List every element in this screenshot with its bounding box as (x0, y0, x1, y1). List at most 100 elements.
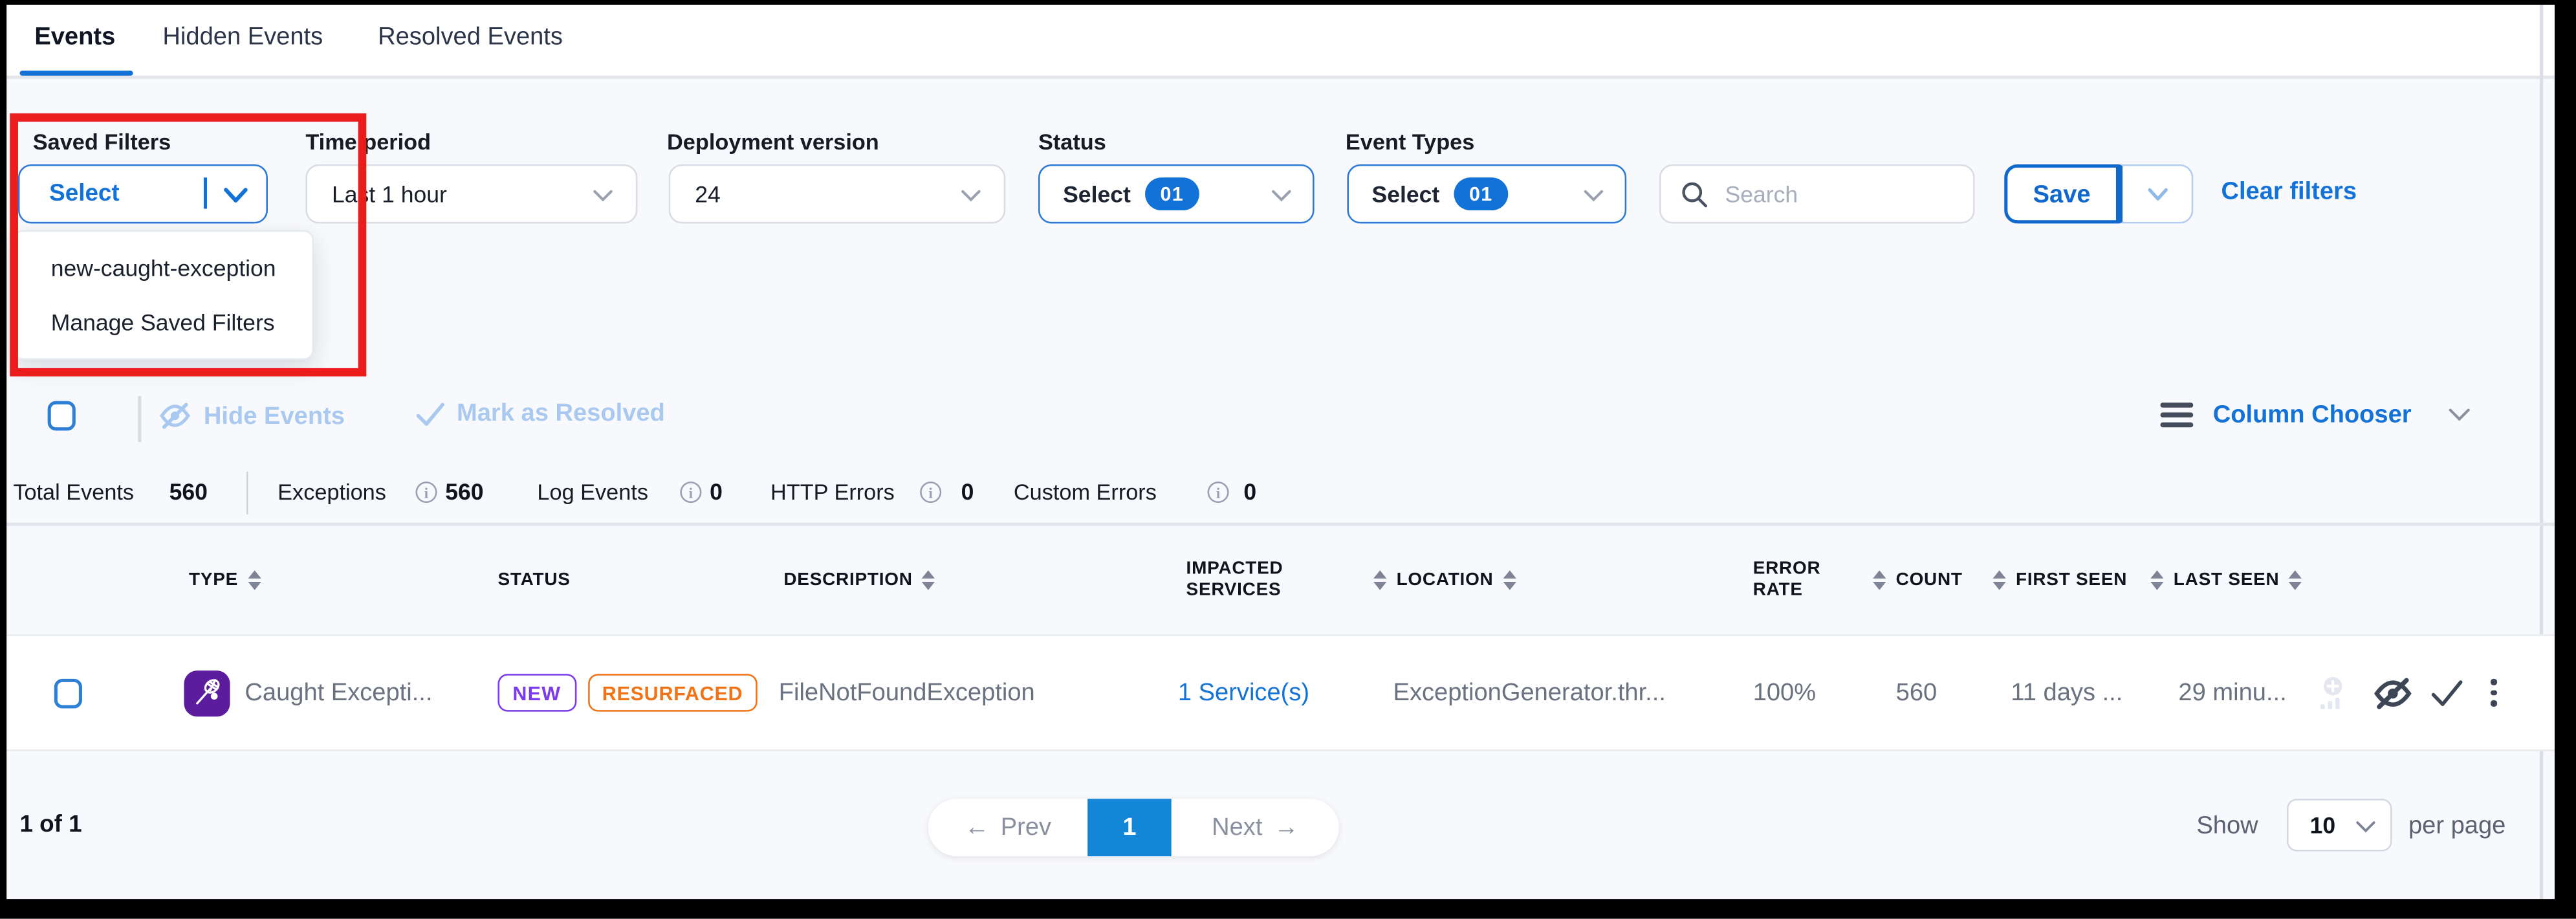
prev-label: Prev (1000, 814, 1052, 842)
event-types-value: Select (1371, 181, 1440, 207)
log-events-label: Log Events (537, 480, 648, 505)
status-label: Status (1038, 129, 1106, 155)
deployment-version-label: Deployment version (667, 129, 879, 155)
sort-icon[interactable] (1373, 570, 1387, 591)
status-select[interactable]: Select 01 (1038, 164, 1315, 224)
mark-resolved-button[interactable]: Mark as Resolved (416, 399, 665, 427)
column-header-description[interactable]: DESCRIPTION (783, 526, 936, 635)
active-tab-underline (19, 69, 133, 76)
pagination: ← Prev 1 Next → (928, 799, 1339, 857)
event-types-label: Event Types (1345, 129, 1475, 155)
kebab-menu-icon[interactable] (2490, 678, 2497, 707)
column-header-location[interactable]: LOCATION (1373, 526, 1517, 635)
row-description-text: FileNotFoundException (778, 678, 1035, 707)
row-hide-cell (2372, 634, 2413, 751)
show-label: Show (2196, 812, 2258, 840)
toolbar-divider (138, 396, 141, 443)
row-last-seen-cell: 29 minu... (2178, 634, 2286, 751)
exceptions-value: 560 (445, 478, 484, 505)
http-errors-label: HTTP Errors (770, 480, 895, 505)
saved-filters-label: Saved Filters (32, 129, 171, 155)
column-chooser-label: Column Chooser (2212, 401, 2412, 429)
column-header-last-seen[interactable]: LAST SEEN (2150, 526, 2303, 635)
tab-bar (6, 5, 2555, 76)
sort-icon[interactable] (1992, 570, 2006, 591)
info-icon[interactable]: i (1207, 482, 1229, 504)
tab-hidden-events[interactable]: Hidden Events (162, 23, 323, 51)
saved-filter-option[interactable]: new-caught-exception (50, 254, 276, 282)
select-all-checkbox[interactable] (47, 401, 76, 431)
custom-errors-label: Custom Errors (1013, 480, 1157, 505)
tab-events[interactable]: Events (34, 23, 116, 51)
row-count-cell: 560 (1896, 634, 1937, 751)
column-header-type[interactable]: TYPE (189, 526, 261, 635)
chevron-down-icon (2356, 820, 2375, 833)
column-header-count[interactable]: COUNT (1873, 526, 1963, 635)
info-icon[interactable]: i (415, 482, 437, 504)
status-count-badge: 01 (1145, 177, 1199, 211)
column-header-label: COUNT (1895, 570, 1963, 590)
total-events-value: 560 (169, 478, 208, 505)
column-header-status[interactable]: STATUS (497, 526, 570, 635)
add-to-chart-icon[interactable] (2318, 674, 2348, 711)
chevron-down-icon[interactable] (223, 188, 248, 204)
save-dropdown-button[interactable] (2119, 164, 2194, 224)
row-checkbox-cell (54, 634, 82, 751)
column-header-label: LAST SEEN (2173, 570, 2280, 590)
column-header-error-rate[interactable]: ERROR RATE (1753, 526, 1821, 635)
row-description-cell: FileNotFoundException (779, 634, 1035, 751)
event-types-select[interactable]: Select 01 (1347, 164, 1627, 224)
row-impacted-services-cell: 1 Service(s) (1178, 634, 1309, 751)
column-header-first-seen[interactable]: FIRST SEEN (1992, 526, 2127, 635)
tab-resolved-events[interactable]: Resolved Events (378, 23, 563, 51)
mark-resolved-label: Mark as Resolved (456, 399, 665, 428)
info-icon[interactable]: i (680, 482, 702, 504)
column-header-label: IMPACTED SERVICES (1186, 559, 1283, 600)
impacted-services-link[interactable]: 1 Service(s) (1177, 678, 1310, 707)
eye-off-icon[interactable] (2372, 674, 2413, 711)
manage-saved-filters-option[interactable]: Manage Saved Filters (50, 309, 275, 336)
info-icon[interactable]: i (920, 482, 942, 504)
time-period-select[interactable]: Last 1 hour (305, 164, 638, 224)
chevron-down-icon (1272, 189, 1291, 202)
table-row[interactable] (6, 634, 2555, 751)
sort-icon[interactable] (922, 570, 936, 591)
search-input[interactable] (1721, 179, 1942, 209)
row-checkbox[interactable] (54, 678, 82, 708)
column-header-label: ERROR RATE (1752, 559, 1821, 600)
search-box[interactable] (1659, 164, 1975, 224)
log-events-value: 0 (710, 478, 723, 505)
per-page-label: per page (2408, 812, 2506, 840)
save-button[interactable]: Save (2004, 164, 2120, 224)
column-header-impacted-services[interactable]: IMPACTED SERVICES (1186, 526, 1283, 635)
sort-icon[interactable] (2289, 570, 2303, 591)
sort-icon[interactable] (2150, 570, 2164, 591)
stats-bottom-divider (6, 522, 2555, 526)
search-icon (1681, 180, 1708, 208)
column-chooser[interactable]: Column Chooser (2160, 401, 2471, 429)
row-resolve-cell (2430, 634, 2464, 751)
row-count-text: 560 (1895, 678, 1937, 707)
page-size-select[interactable]: 10 (2287, 799, 2392, 852)
prev-page-button[interactable]: ← Prev (928, 799, 1087, 856)
hide-events-button[interactable]: Hide Events (158, 399, 345, 432)
current-page-button[interactable]: 1 (1087, 799, 1172, 857)
row-status-cell: NEW RESURFACED (497, 634, 758, 751)
deployment-version-select[interactable]: 24 (668, 164, 1006, 224)
sort-icon[interactable] (1873, 570, 1886, 591)
column-header-label: TYPE (189, 570, 239, 590)
sort-icon[interactable] (248, 570, 261, 591)
column-header-label: LOCATION (1396, 570, 1494, 590)
chevron-down-icon (2146, 186, 2168, 201)
http-errors-value: 0 (961, 478, 974, 505)
status-badge-resurfaced: RESURFACED (587, 674, 758, 712)
next-page-button[interactable]: Next → (1172, 799, 1339, 856)
saved-filters-select-divider (204, 177, 207, 209)
check-icon[interactable] (2430, 678, 2464, 708)
clear-filters-link[interactable]: Clear filters (2221, 177, 2357, 206)
chevron-down-icon (2448, 408, 2471, 423)
sort-icon[interactable] (1503, 570, 1517, 591)
chevron-down-icon (961, 189, 981, 202)
saved-filters-select[interactable]: Select (17, 164, 268, 224)
